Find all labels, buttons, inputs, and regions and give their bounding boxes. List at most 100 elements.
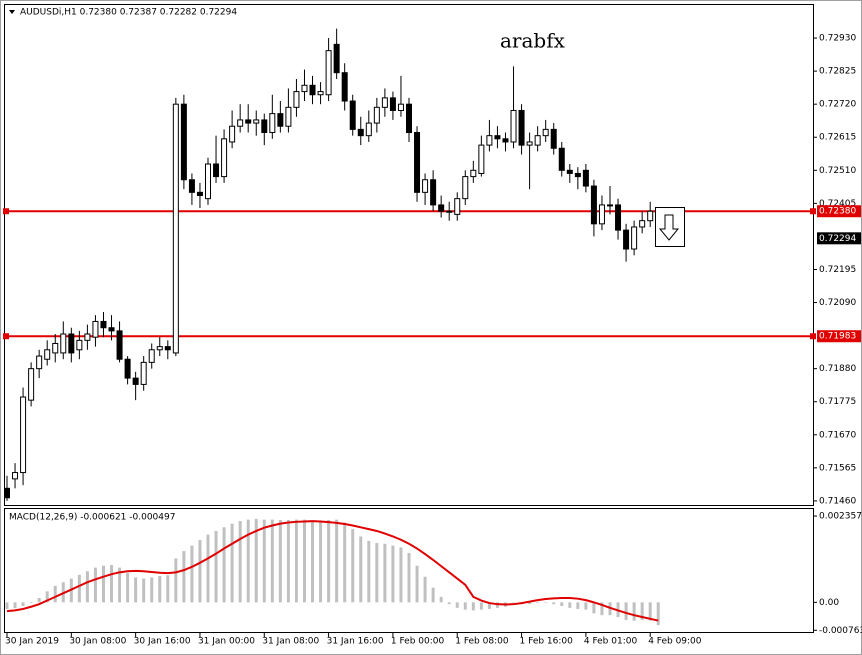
- candle-body: [397, 103, 404, 111]
- watermark: arabfx: [500, 29, 566, 53]
- macd-bar: [142, 578, 146, 603]
- candle-body: [148, 349, 155, 363]
- macd-bar: [45, 591, 49, 603]
- candle-body: [36, 355, 43, 370]
- macd-bar: [150, 577, 154, 603]
- macd-bar: [302, 519, 306, 603]
- candle-body: [534, 135, 541, 146]
- macd-bar: [367, 540, 371, 603]
- candle-body: [293, 91, 300, 108]
- macd-bar: [423, 576, 427, 603]
- candle-body: [422, 179, 429, 193]
- macd-bar: [351, 529, 355, 603]
- macd-bar: [528, 602, 532, 605]
- macd-bar: [37, 597, 41, 603]
- x-tick-label: 1 Feb 00:00: [391, 637, 445, 647]
- macd-panel: [4, 508, 814, 633]
- macd-bar: [648, 602, 652, 621]
- y-tick-label: 0.72510: [819, 166, 856, 176]
- candle-body: [438, 204, 445, 212]
- candle-body: [140, 361, 147, 385]
- candle-body: [261, 119, 268, 134]
- level-handle: [810, 333, 816, 340]
- candle-body: [406, 103, 412, 134]
- y-tick-label: 0.00: [819, 598, 839, 608]
- macd-bar: [383, 543, 387, 603]
- candle-body: [357, 128, 364, 137]
- candle-body: [100, 320, 107, 329]
- y-tick-label: 0.72825: [819, 67, 856, 77]
- y-tick-label: 0.72720: [819, 100, 856, 110]
- candle-body: [301, 84, 308, 93]
- candle-body: [84, 333, 91, 341]
- macd-bar: [335, 519, 339, 603]
- macd-bar: [568, 602, 572, 608]
- macd-bar: [463, 602, 467, 610]
- candle-body: [285, 106, 292, 127]
- macd-bar: [29, 602, 33, 604]
- macd-bar: [487, 602, 491, 609]
- macd-bar: [359, 536, 363, 603]
- candle-body: [253, 119, 260, 124]
- y-tick-label: -0.000763: [819, 626, 862, 636]
- y-tick-label: 0.002357: [819, 512, 862, 522]
- candle-body: [92, 320, 99, 338]
- macd-bar: [375, 543, 379, 603]
- macd-bar: [632, 602, 636, 621]
- candle-body: [44, 349, 51, 360]
- y-tick-label: 0.71775: [819, 397, 856, 407]
- macd-bar: [560, 602, 564, 607]
- candle-body: [213, 163, 220, 178]
- macd-bar: [206, 534, 210, 603]
- macd-bar: [21, 602, 25, 607]
- macd-bar: [343, 522, 347, 603]
- candle-body: [623, 229, 630, 250]
- macd-bar: [552, 602, 556, 605]
- y-tick-label: 0.72930: [819, 34, 856, 44]
- price-label-box: [817, 232, 861, 245]
- macd-bar: [190, 545, 194, 603]
- macd-bar: [5, 602, 9, 609]
- macd-bar: [512, 602, 516, 603]
- candle-body: [28, 368, 35, 401]
- macd-bar: [327, 519, 331, 603]
- macd-bar: [85, 571, 89, 603]
- level-label: 0.71983: [819, 332, 856, 342]
- x-tick-label: 4 Feb 01:00: [584, 637, 638, 647]
- signal-line: [6, 520, 659, 622]
- macd-bar: [311, 520, 315, 603]
- candle-body: [381, 97, 388, 108]
- candle-body: [60, 333, 67, 354]
- level-handle: [3, 333, 9, 340]
- macd-bar: [214, 530, 218, 603]
- candle-body: [607, 204, 613, 207]
- candle-body: [269, 113, 276, 134]
- macd-bar: [77, 574, 81, 603]
- candle-body: [188, 179, 195, 193]
- sell-arrow-marker: [655, 207, 685, 247]
- candle-body: [172, 103, 179, 354]
- x-tick-label: 1 Feb 16:00: [520, 637, 574, 647]
- macd-bar: [447, 602, 451, 605]
- macd-bar: [13, 602, 17, 609]
- level-label-box: [817, 330, 861, 343]
- macd-bar: [53, 585, 57, 603]
- y-tick-label: 0.72195: [819, 265, 856, 275]
- macd-bar: [455, 602, 459, 608]
- candle-body: [470, 169, 477, 178]
- x-tick-label: 1 Feb 08:00: [455, 637, 509, 647]
- macd-bar: [158, 575, 162, 603]
- macd-bar: [134, 577, 138, 603]
- candle-body: [365, 122, 372, 137]
- macd-bar: [471, 602, 475, 611]
- macd-bar: [118, 567, 122, 603]
- macd-bar: [182, 551, 186, 603]
- candle-body: [164, 346, 171, 351]
- y-tick-label: 0.72405: [819, 199, 856, 209]
- macd-bar: [640, 602, 644, 620]
- menu-arrow[interactable]: [9, 10, 15, 14]
- candle-body: [590, 185, 597, 225]
- candle-body: [333, 43, 340, 74]
- x-tick-label: 31 Jan 16:00: [327, 637, 384, 647]
